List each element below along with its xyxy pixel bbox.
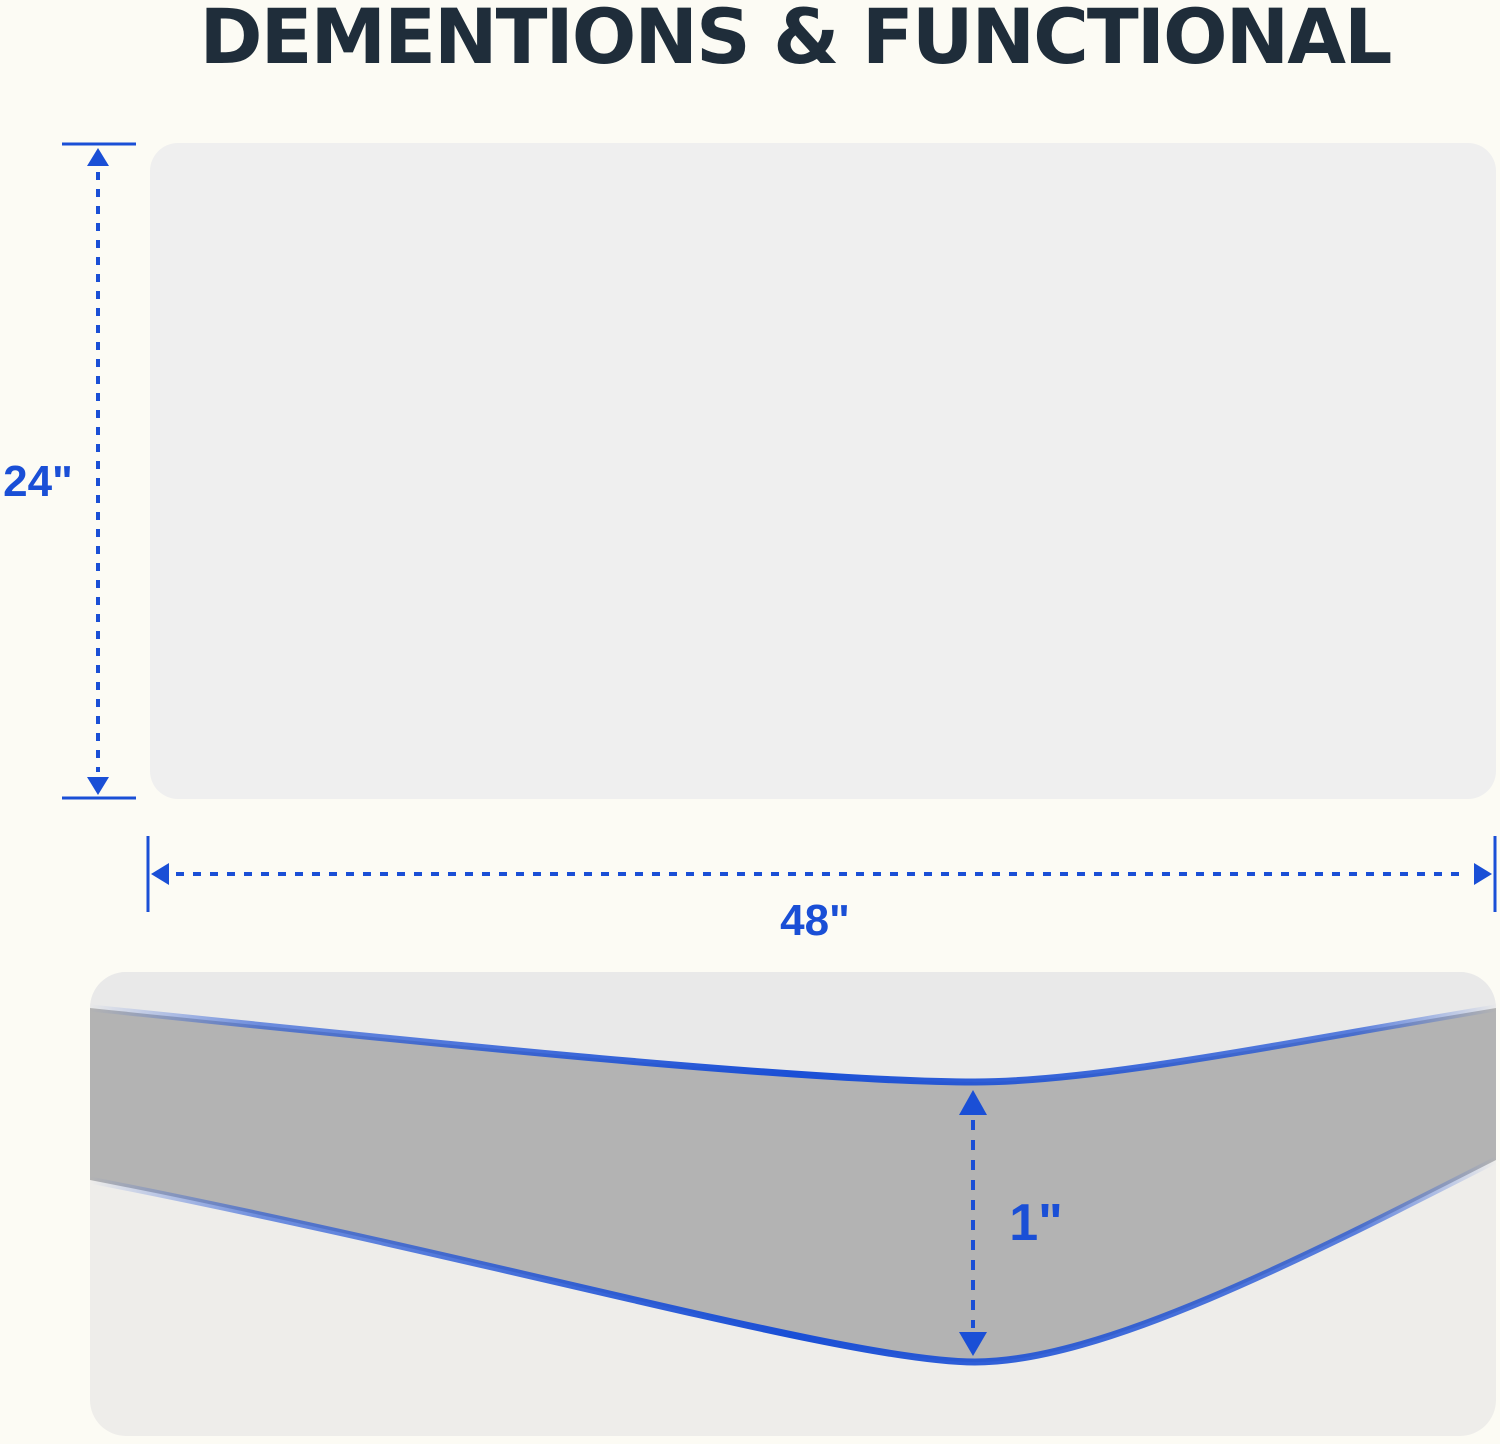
edge-closeup: [90, 972, 1496, 1436]
width-label: 48": [780, 896, 850, 945]
width-dimension-line: [146, 836, 1497, 912]
height-label: 24": [3, 457, 73, 506]
thickness-dimension-line: [959, 1090, 987, 1356]
desktop-top-view: [150, 143, 1496, 799]
thickness-label: 1": [1009, 1194, 1063, 1252]
height-dimension-line: [62, 142, 136, 800]
page-title: DEMENTIONS & FUNCTIONAL: [199, 0, 1392, 81]
